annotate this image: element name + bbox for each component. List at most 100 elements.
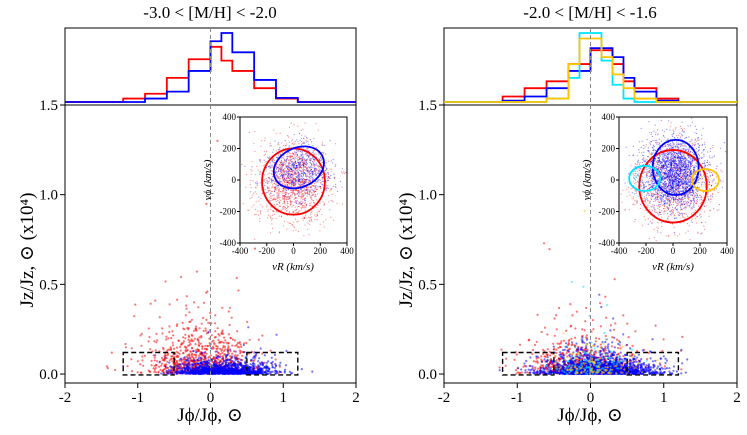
- inset-point-red: [294, 142, 296, 145]
- inset-point-blue: [327, 173, 329, 175]
- inset-point-red: [300, 157, 302, 160]
- inset-point-blue: [315, 174, 317, 177]
- inset-point-blue: [305, 164, 307, 166]
- inset-point-red: [310, 166, 313, 168]
- inset-point-blue: [317, 165, 319, 167]
- scatter-point-red: [166, 354, 169, 357]
- scatter-point-red: [217, 358, 220, 361]
- scatter-point-red: [246, 320, 249, 323]
- inset-point-blue: [329, 209, 331, 211]
- inset-point-blue: [323, 152, 325, 154]
- scatter-point-blue: [283, 370, 286, 373]
- inset-point-red: [308, 205, 311, 207]
- inset-point-blue: [288, 145, 290, 147]
- scatter-point-red: [532, 348, 535, 352]
- inset-point-red: [283, 181, 285, 183]
- inset-point-blue: [269, 156, 271, 158]
- inset-point-blue: [312, 151, 314, 153]
- scatter-point-red: [182, 327, 185, 330]
- inset-point-blue: [308, 171, 310, 173]
- scatter-point-red: [219, 353, 222, 356]
- inset-point-blue: [322, 162, 324, 164]
- inset-point-red: [314, 196, 316, 198]
- inset-point-red: [310, 202, 312, 204]
- scatter-point-blue: [160, 372, 163, 375]
- inset-point-blue: [302, 156, 304, 158]
- scatter-point-red: [212, 355, 215, 359]
- inset-point-blue: [288, 163, 290, 165]
- inset-point-red: [302, 167, 304, 169]
- inset-point-red: [275, 200, 277, 203]
- inset-point-red: [273, 204, 275, 206]
- scatter-point-blue: [204, 354, 207, 357]
- inset-point-red: [272, 198, 274, 200]
- scatter-point-blue: [183, 356, 187, 359]
- panel-left-ylabel: Jz/Jz, ⊙ (x10⁴): [17, 193, 38, 308]
- inset-point-red: [257, 169, 259, 171]
- inset-point-blue: [294, 181, 296, 183]
- inset-point-blue: [272, 176, 274, 178]
- inset-point-red: [283, 191, 285, 193]
- inset-point-red: [298, 142, 300, 144]
- inset-point-red: [321, 178, 323, 180]
- inset-point-blue: [300, 169, 302, 172]
- inset-point-blue: [320, 158, 322, 160]
- inset-point-red: [289, 185, 291, 187]
- inset-point-red: [278, 154, 280, 157]
- scatter-point-blue: [166, 370, 169, 373]
- y-tick-label: 1.0: [39, 188, 58, 204]
- inset-point-blue: [293, 184, 295, 186]
- inset-point-red: [314, 218, 316, 220]
- inset-point-red: [307, 222, 309, 224]
- inset-point-blue: [315, 164, 317, 166]
- inset-point-blue: [318, 179, 320, 181]
- inset-point-blue: [329, 139, 331, 141]
- inset-point-blue: [284, 159, 286, 161]
- scatter-point-blue: [270, 370, 273, 373]
- inset-point-red: [248, 131, 250, 133]
- scatter-point-red: [149, 302, 152, 305]
- scatter-point-red: [201, 347, 204, 350]
- inset-point-red: [305, 207, 307, 209]
- scatter-point-blue: [241, 368, 244, 371]
- scatter-point-blue: [204, 351, 207, 354]
- inset-point-blue: [334, 186, 336, 188]
- scatter-point-red: [534, 366, 537, 369]
- inset-point-red: [304, 202, 306, 204]
- inset-point-blue: [302, 184, 304, 186]
- inset-point-red: [320, 187, 322, 189]
- inset-point-blue: [287, 181, 289, 183]
- inset-point-blue: [283, 195, 285, 197]
- scatter-point-blue: [231, 371, 234, 374]
- inset-point-red: [251, 161, 253, 163]
- inset-point-blue: [292, 164, 294, 166]
- scatter-point-red: [153, 356, 156, 359]
- scatter-point-red: [195, 329, 198, 332]
- inset-point-blue: [287, 196, 289, 198]
- inset-point-red: [255, 182, 257, 184]
- inset-point-red: [275, 199, 277, 201]
- scatter-point-blue: [224, 361, 227, 364]
- inset-point-red: [275, 217, 277, 219]
- inset-point-red: [331, 168, 333, 170]
- inset-point-red: [289, 177, 291, 179]
- inset-point-red: [285, 195, 287, 198]
- inset-point-blue: [317, 204, 319, 206]
- inset-point-blue: [320, 157, 322, 159]
- inset-point-red: [278, 215, 280, 217]
- inset-point-red: [279, 198, 281, 200]
- inset-point-red: [310, 178, 312, 180]
- inset-point-blue: [308, 173, 311, 175]
- inset-point-blue: [290, 176, 292, 178]
- scatter-point-blue: [259, 347, 262, 350]
- inset-point-blue: [297, 183, 300, 185]
- scatter-point-red: [634, 330, 637, 333]
- inset-point-blue: [295, 153, 297, 155]
- inset-point-blue: [300, 200, 302, 202]
- scatter-point-red: [191, 334, 194, 337]
- scatter-point-red: [613, 278, 616, 281]
- inset-point-red: [278, 165, 280, 167]
- inset-point-blue: [292, 170, 294, 172]
- inset-point-red: [296, 206, 298, 208]
- inset-point-red: [291, 154, 293, 156]
